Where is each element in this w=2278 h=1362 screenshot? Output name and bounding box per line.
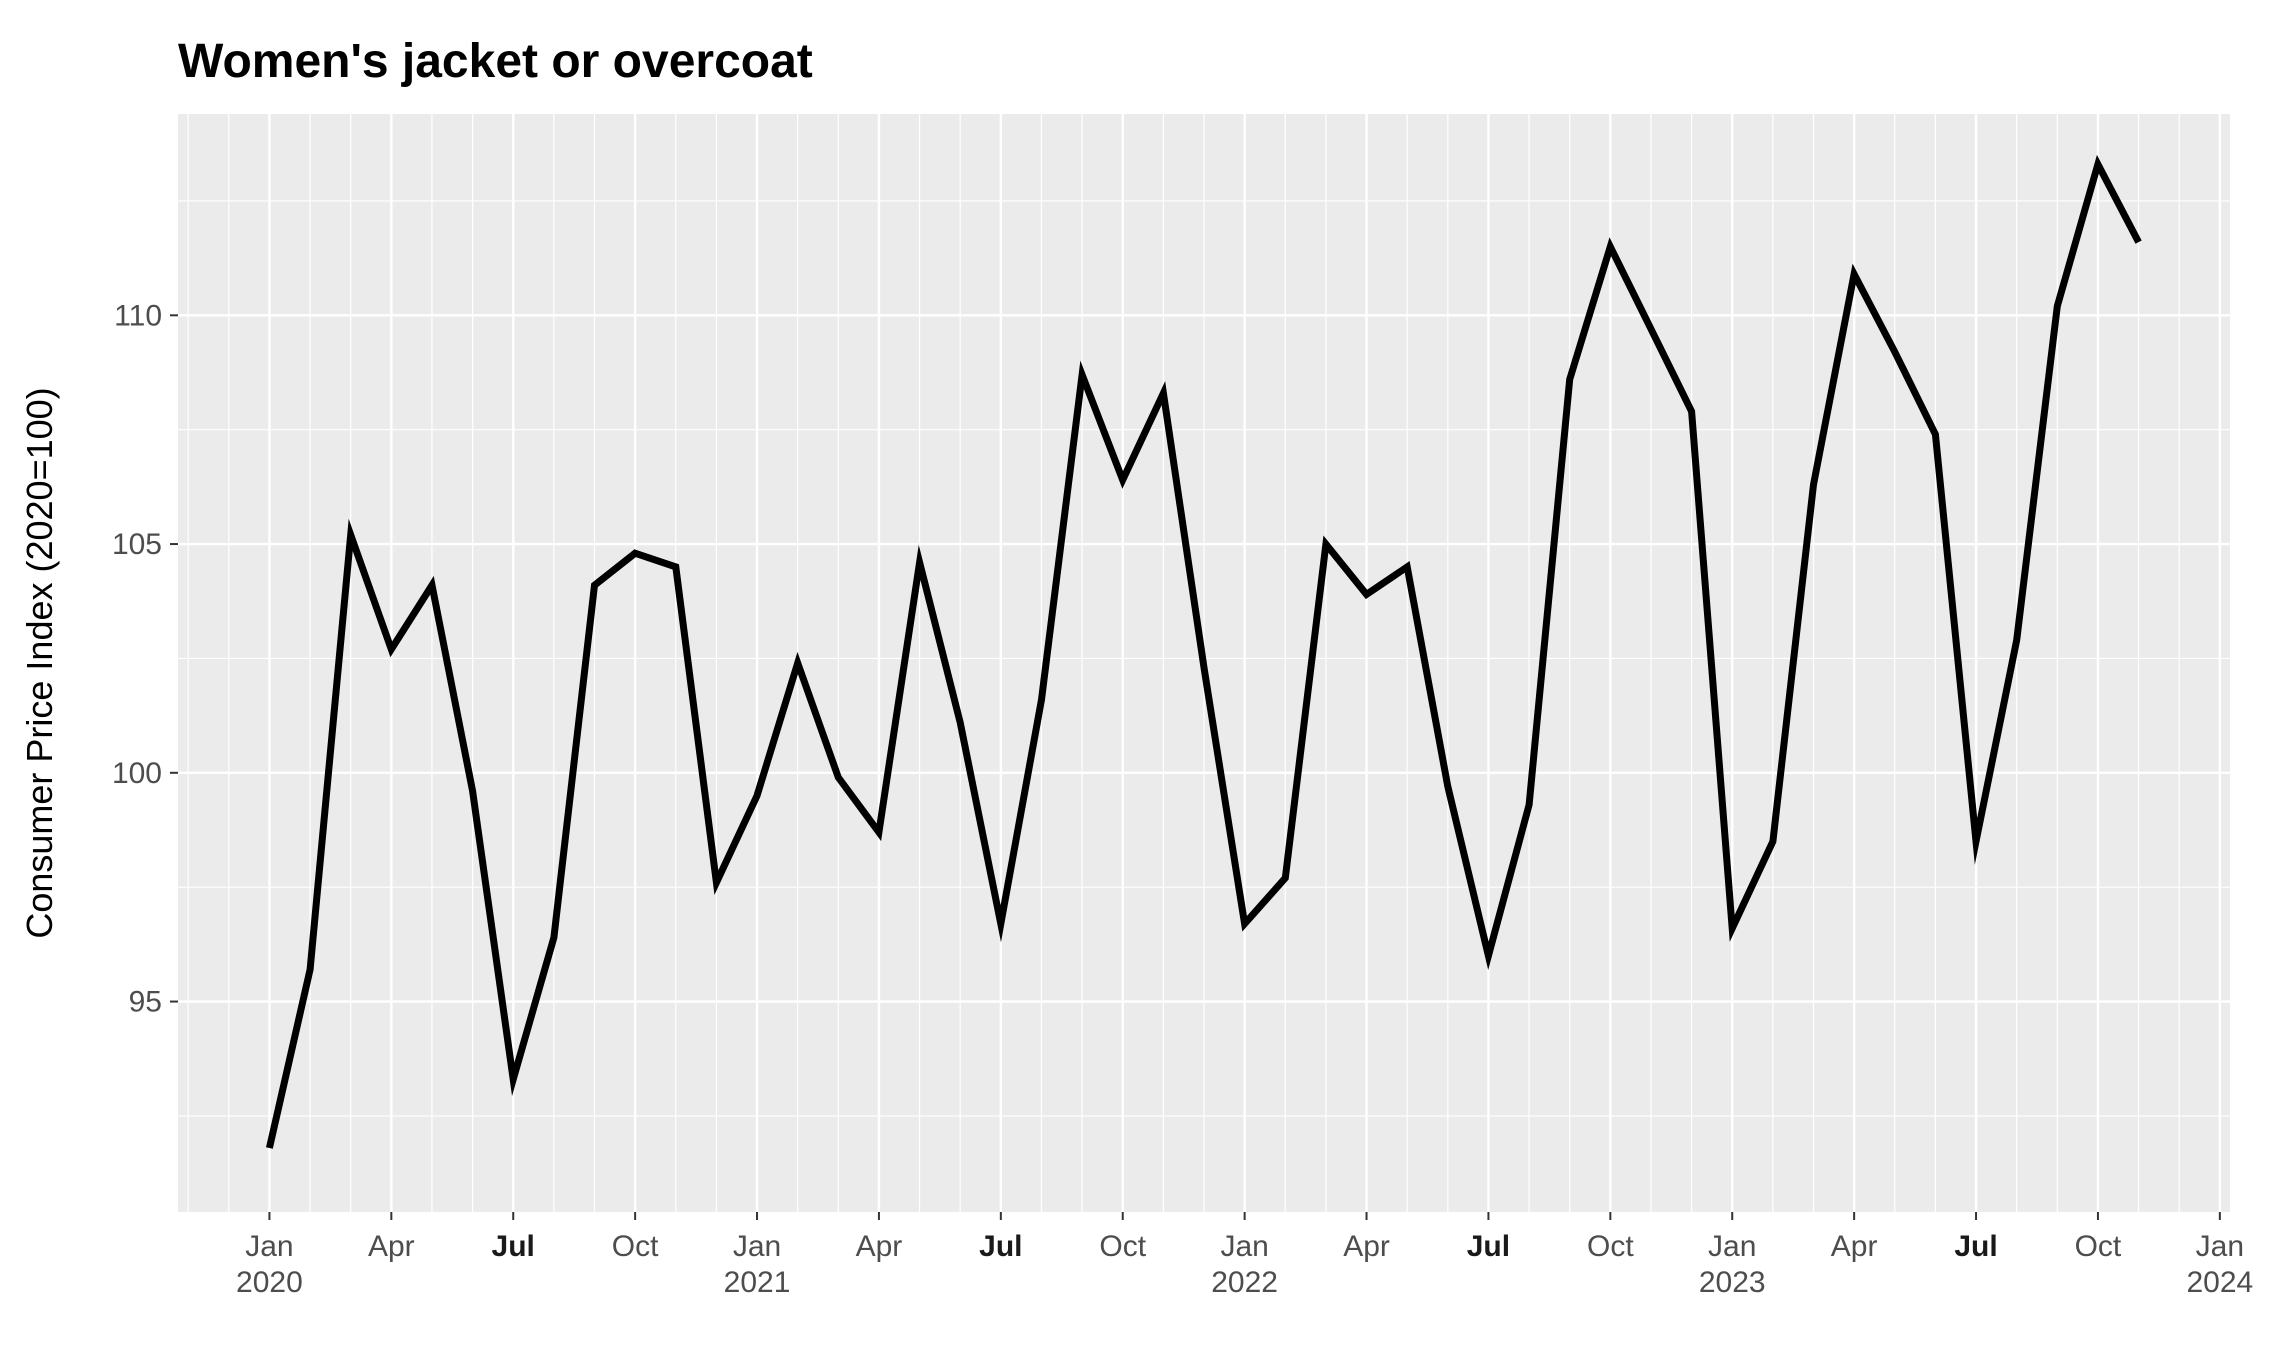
y-tick-label: 95 — [129, 986, 162, 1019]
x-tick-year-label: 2024 — [2186, 1266, 2253, 1299]
series-layer — [265, 154, 2142, 1149]
x-tick-year-label: 2023 — [1699, 1266, 1766, 1299]
x-tick-label: Oct — [612, 1230, 659, 1263]
y-tick-label: 110 — [114, 299, 162, 332]
minor-gridlines — [178, 114, 2230, 1212]
x-tick-label: Jan — [1708, 1230, 1756, 1263]
x-tick-label: Jul — [1954, 1230, 1997, 1263]
series-line — [265, 154, 2142, 1149]
y-axis-title: Consumer Price Index (2020=100) — [19, 387, 60, 938]
x-tick-label: Apr — [1343, 1230, 1390, 1263]
x-tick-label: Oct — [1099, 1230, 1146, 1263]
major-gridlines — [178, 114, 2230, 1212]
x-tick-label: Jan — [2196, 1230, 2244, 1263]
x-tick-label: Apr — [856, 1230, 903, 1263]
x-tick-label: Jul — [979, 1230, 1022, 1263]
x-tick-label: Oct — [1587, 1230, 1634, 1263]
x-tick-year-label: 2022 — [1211, 1266, 1278, 1299]
x-tick-label: Jan — [245, 1230, 293, 1263]
x-tick-label: Jan — [733, 1230, 781, 1263]
chart-title: Women's jacket or overcoat — [178, 35, 813, 88]
x-tick-label: Apr — [368, 1230, 415, 1263]
y-axis: 95 100 105 110 — [112, 299, 178, 1019]
y-tick-label: 105 — [112, 528, 162, 561]
y-tick-label: 100 — [112, 757, 162, 790]
x-tick-label: Jul — [492, 1230, 535, 1263]
x-tick-year-label: 2020 — [236, 1266, 303, 1299]
x-tick-label: Jan — [1220, 1230, 1268, 1263]
x-tick-label: Apr — [1831, 1230, 1878, 1263]
x-tick-label: Oct — [2075, 1230, 2122, 1263]
x-tick-label: Jul — [1467, 1230, 1510, 1263]
x-tick-year-label: 2021 — [724, 1266, 791, 1299]
